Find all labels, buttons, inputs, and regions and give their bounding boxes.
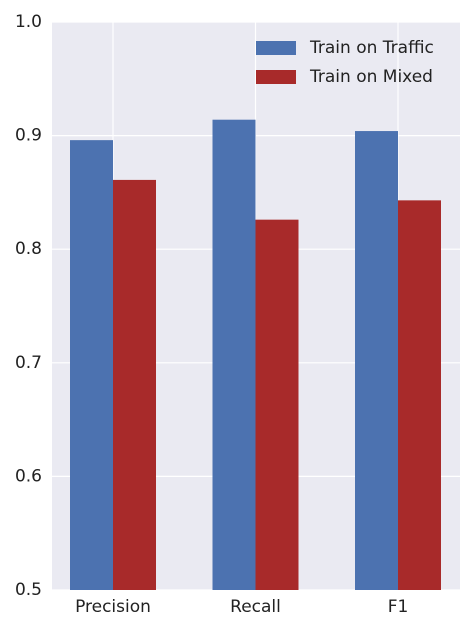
- y-tick-label: 1.0: [15, 12, 42, 32]
- y-tick-label: 0.6: [15, 466, 42, 486]
- y-tick-label: 0.8: [15, 239, 42, 259]
- y-tick-label: 0.5: [15, 580, 42, 600]
- bar: [70, 140, 113, 591]
- bar: [398, 200, 441, 591]
- bar: [255, 219, 299, 590]
- x-tick-label: Recall: [230, 597, 281, 617]
- x-tick-label: F1: [388, 597, 409, 617]
- y-tick-label: 0.7: [15, 353, 42, 373]
- bar: [113, 179, 156, 591]
- legend-label: Train on Traffic: [309, 38, 434, 58]
- legend-label: Train on Mixed: [309, 67, 433, 87]
- legend-swatch: [256, 70, 296, 84]
- bar: [355, 131, 398, 590]
- x-tick-label: Precision: [75, 597, 151, 617]
- y-tick-label: 0.9: [15, 126, 42, 146]
- legend-swatch: [256, 41, 296, 55]
- bar: [212, 119, 256, 591]
